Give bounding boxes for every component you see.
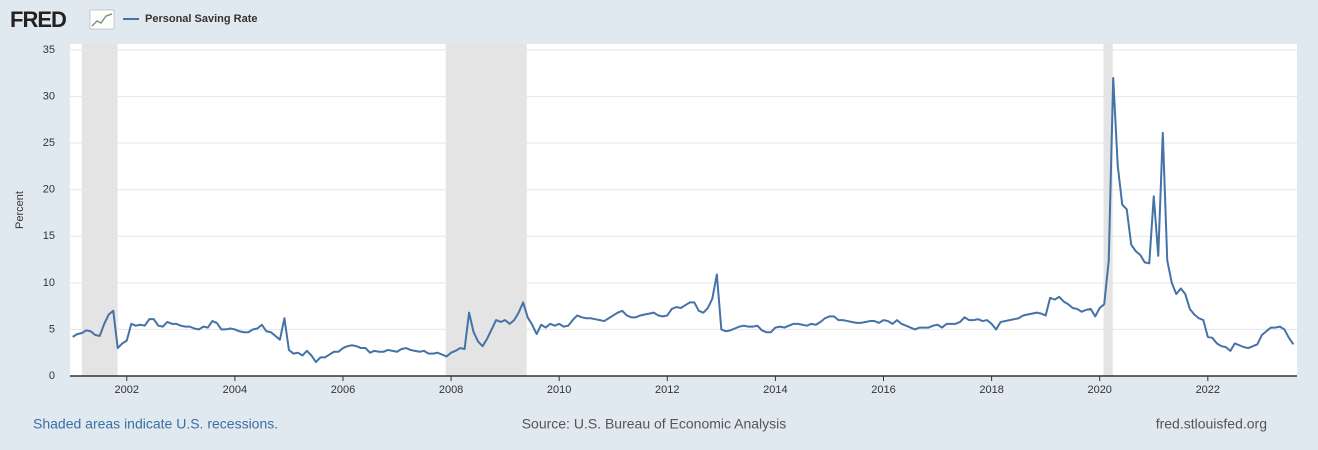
logo-icon — [89, 9, 115, 30]
y-tick-label: 5 — [49, 323, 55, 335]
recession-band — [1103, 44, 1113, 376]
x-tick-label: 2012 — [655, 384, 679, 396]
x-tick-label: 2016 — [871, 384, 895, 396]
y-axis-label: Percent — [14, 191, 26, 229]
y-tick-label: 30 — [43, 90, 55, 102]
site-link[interactable]: fred.stlouisfed.org — [1156, 416, 1267, 432]
x-tick-label: 2022 — [1196, 384, 1220, 396]
series-line — [72, 76, 1295, 364]
y-tick-label: 25 — [43, 137, 55, 149]
legend-label: Personal Saving Rate — [145, 13, 258, 25]
x-tick-label: 2002 — [115, 384, 139, 396]
y-tick-label: 15 — [43, 230, 55, 242]
source: Source: U.S. Bureau of Economic Analysis — [522, 416, 787, 432]
y-tick-label: 35 — [43, 44, 55, 56]
y-tick-label: 10 — [43, 277, 55, 289]
x-tick-label: 2008 — [439, 384, 463, 396]
y-tick-label: 0 — [49, 370, 55, 382]
x-tick-label: 2014 — [763, 384, 787, 396]
y-tick-label: 20 — [43, 184, 55, 196]
recession-band — [81, 44, 118, 376]
x-tick-label: 2018 — [979, 384, 1003, 396]
x-tick-label: 2010 — [547, 384, 571, 396]
x-tick-label: 2020 — [1087, 384, 1111, 396]
recession-note[interactable]: Shaded areas indicate U.S. recessions. — [33, 416, 278, 432]
plot-area — [70, 44, 1297, 376]
x-tick-label: 2006 — [331, 384, 355, 396]
x-tick-label: 2004 — [223, 384, 247, 396]
logo: FRED — [10, 7, 66, 32]
recession-band — [445, 44, 527, 376]
